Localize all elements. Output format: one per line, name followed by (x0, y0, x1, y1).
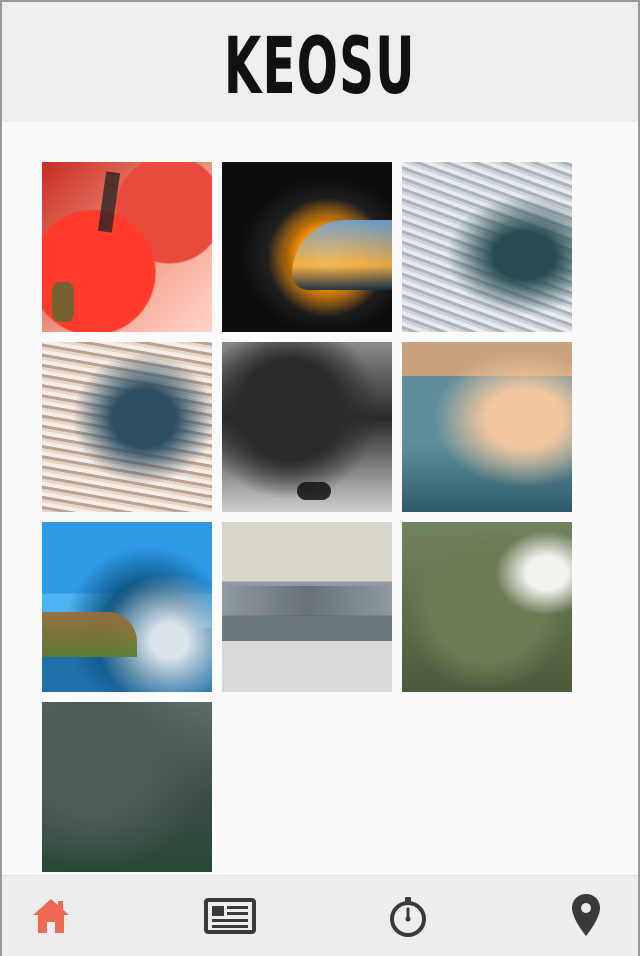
gallery-tile[interactable] (222, 522, 392, 692)
location-tab[interactable] (554, 884, 618, 948)
gallery-tile[interactable] (402, 522, 572, 692)
stopwatch-icon (383, 891, 433, 941)
gallery-tile[interactable] (42, 522, 212, 692)
gallery-tile[interactable] (222, 342, 392, 512)
location-pin-icon (566, 890, 606, 942)
gallery-tile[interactable] (402, 162, 572, 332)
home-icon (28, 893, 74, 939)
home-tab[interactable] (19, 884, 83, 948)
gallery-tile[interactable] (42, 162, 212, 332)
image-gallery (42, 162, 582, 872)
timer-tab[interactable] (376, 884, 440, 948)
gallery-tile[interactable] (222, 162, 392, 332)
news-tab[interactable] (198, 884, 262, 948)
gallery-tile[interactable] (42, 702, 212, 872)
app-header: KEOSU (2, 2, 638, 122)
bottom-navigation (2, 875, 638, 956)
newspaper-icon (200, 893, 260, 939)
gallery-tile[interactable] (42, 342, 212, 512)
gallery-tile[interactable] (402, 342, 572, 512)
app-title: KEOSU (224, 22, 416, 112)
